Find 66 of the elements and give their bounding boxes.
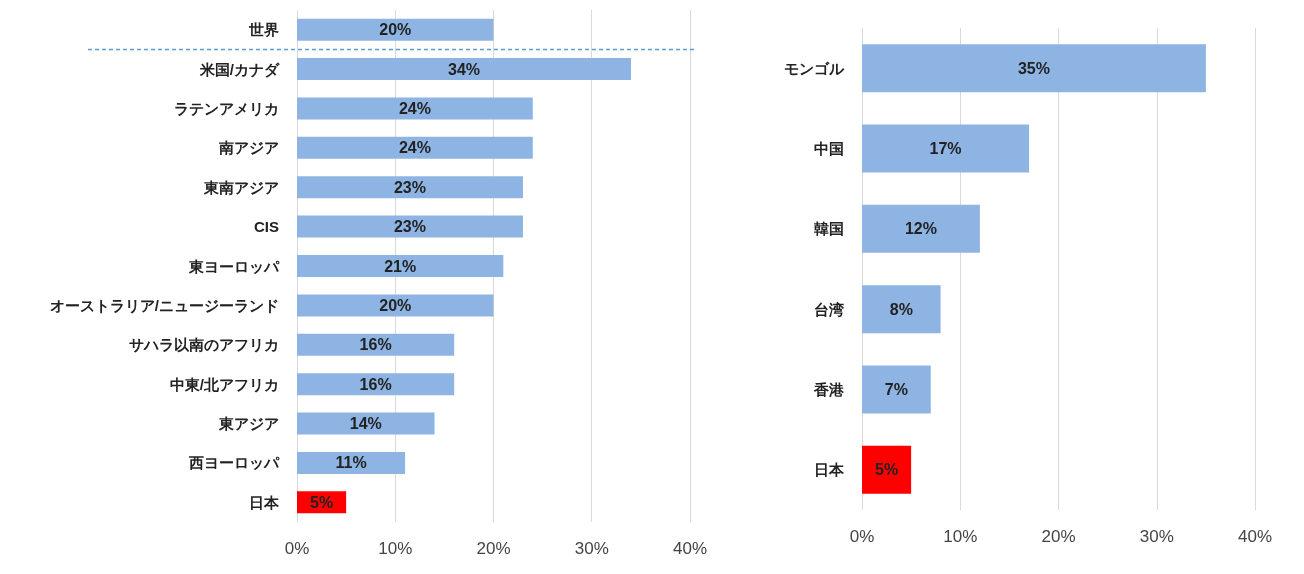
- bar: [297, 255, 504, 277]
- x-tick-label: 20%: [1041, 527, 1076, 546]
- bar: [297, 333, 455, 356]
- y-tick-label: オーストラリア/ニュージーランド: [49, 296, 279, 314]
- x-tick-label: 20%: [476, 539, 511, 558]
- data-label: 35%: [1017, 59, 1050, 77]
- x-tick-label: 10%: [943, 527, 978, 546]
- data-label: 23%: [393, 218, 426, 236]
- bar: [297, 451, 406, 474]
- data-label: 14%: [349, 415, 382, 433]
- y-tick-label: 東南アジア: [203, 178, 279, 196]
- bar: [297, 176, 523, 199]
- data-label: 5%: [875, 461, 899, 479]
- bar: [297, 136, 533, 159]
- bar: [297, 97, 533, 120]
- bar: [862, 365, 931, 414]
- data-label: 20%: [379, 21, 412, 39]
- data-label: 16%: [359, 336, 392, 354]
- x-tick-label: 0%: [849, 527, 875, 546]
- data-label: 12%: [904, 220, 937, 238]
- y-tick-label: モンゴル: [784, 59, 845, 77]
- x-tick-label: 40%: [672, 539, 707, 558]
- y-tick-label: 米国/カナダ: [198, 60, 280, 78]
- y-tick-label: 台湾: [814, 300, 844, 318]
- y-tick-label: CIS: [253, 218, 279, 236]
- y-tick-label: 西ヨーロッパ: [188, 454, 280, 472]
- bar: [862, 285, 941, 334]
- x-tick-label: 0%: [284, 539, 310, 558]
- data-label: 24%: [398, 99, 431, 117]
- y-tick-label: 世界: [248, 21, 279, 39]
- data-label: 16%: [359, 375, 392, 393]
- x-tick-label: 40%: [1237, 527, 1273, 546]
- bar: [862, 445, 912, 494]
- x-tick-label: 30%: [574, 539, 609, 558]
- y-tick-label: 中国: [814, 140, 844, 157]
- y-tick-label: 東アジア: [218, 415, 279, 433]
- x-tick-label: 30%: [1139, 527, 1174, 546]
- y-tick-label: 南アジア: [218, 139, 279, 157]
- data-label: 11%: [335, 454, 367, 472]
- y-tick-label: 日本: [814, 461, 845, 479]
- data-label: 7%: [884, 381, 908, 398]
- bar: [297, 373, 455, 396]
- bar: [862, 204, 980, 253]
- x-tick-label: 10%: [378, 539, 413, 558]
- y-tick-label: サハラ以南のアフリカ: [129, 336, 279, 354]
- y-tick-label: ラテンアメリカ: [174, 99, 279, 117]
- data-label: 5%: [310, 493, 334, 511]
- data-label: 20%: [379, 296, 412, 314]
- data-label: 8%: [889, 300, 913, 318]
- data-label: 17%: [929, 140, 962, 157]
- data-label: 24%: [398, 139, 431, 157]
- y-tick-label: 中東/北アフリカ: [169, 375, 279, 393]
- y-tick-label: 香港: [813, 381, 845, 398]
- bar: [297, 215, 523, 238]
- y-tick-label: 韓国: [814, 220, 844, 238]
- data-label: 34%: [448, 60, 481, 78]
- bar: [297, 294, 494, 317]
- data-label: 21%: [384, 257, 417, 275]
- bar: [297, 58, 632, 81]
- bar: [297, 412, 435, 435]
- data-label: 23%: [393, 178, 426, 196]
- bar: [862, 44, 1206, 93]
- bar: [297, 18, 494, 41]
- y-tick-label: 東ヨーロッパ: [188, 257, 280, 275]
- y-tick-label: 日本: [249, 493, 280, 511]
- bar: [862, 124, 1030, 173]
